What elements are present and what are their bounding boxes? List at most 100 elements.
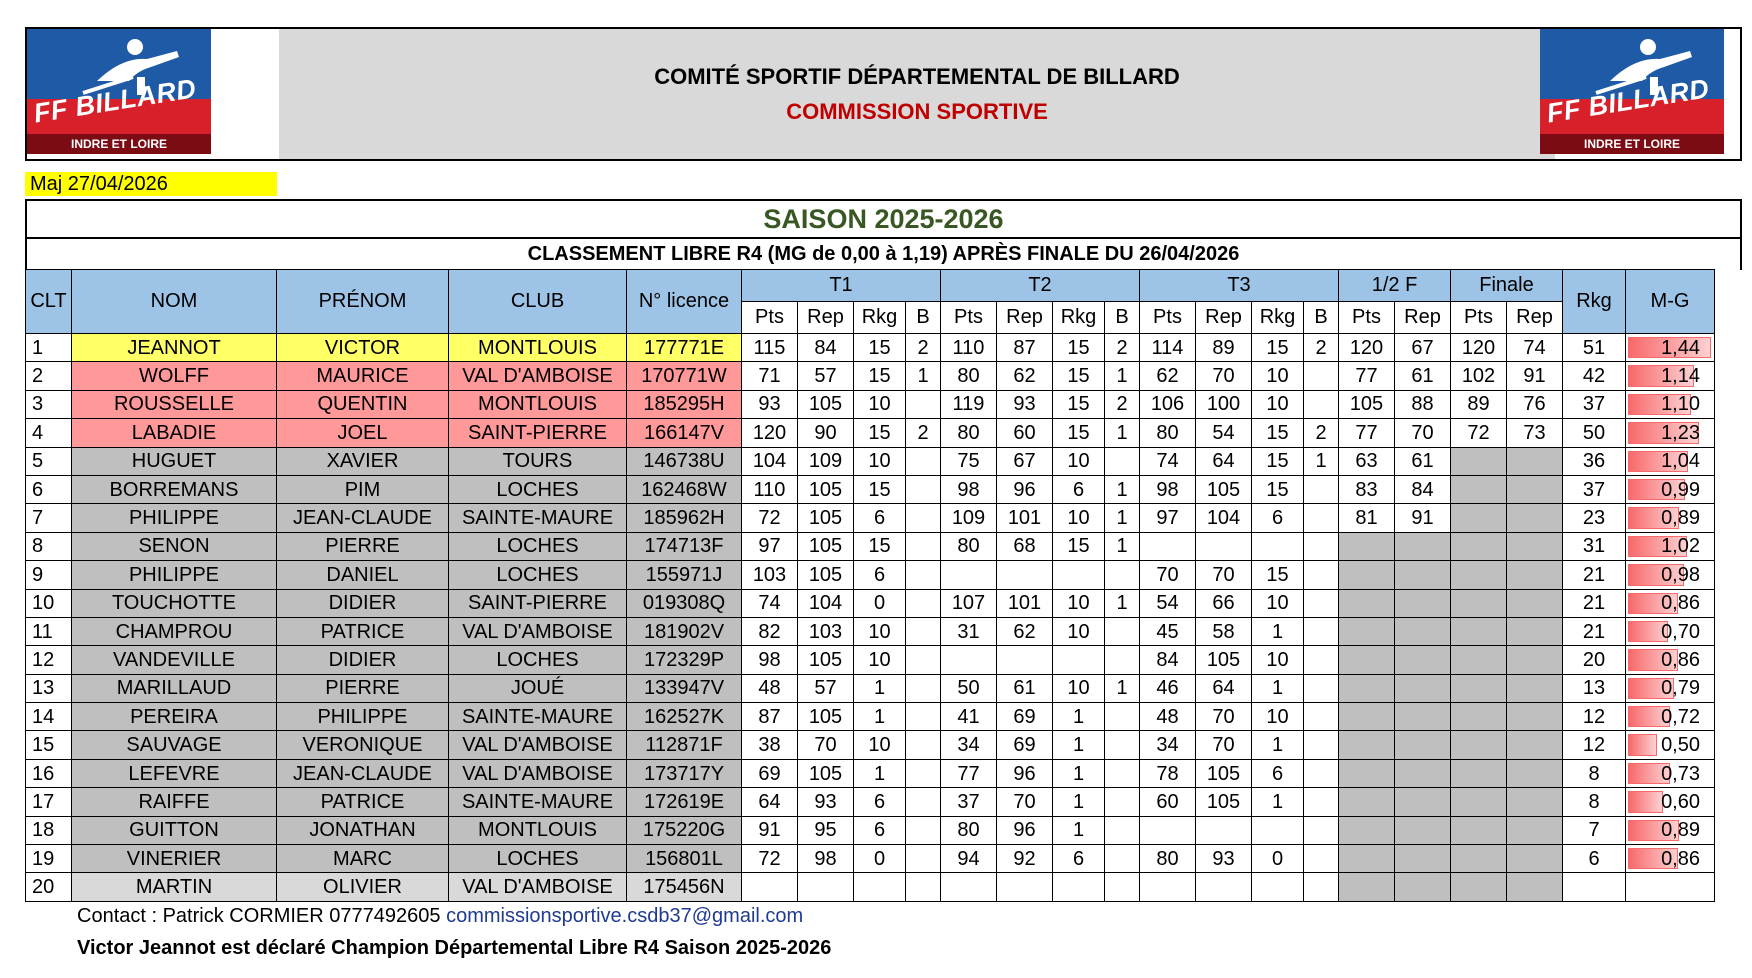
t1-cell: 71 — [741, 361, 798, 391]
t3-cell: 106 — [1139, 389, 1196, 420]
mg-data-bar — [1628, 422, 1699, 444]
contact-line: Contact : Patrick CORMIER 0777492605 com… — [77, 905, 803, 928]
rkg-total-cell: 31 — [1562, 531, 1626, 562]
mg-cell: 1,44 — [1625, 332, 1715, 363]
rkg-total-cell: 37 — [1562, 389, 1626, 420]
t2-cell — [1052, 560, 1105, 590]
mg-cell: 0,73 — [1625, 758, 1715, 789]
mg-cell: 0,50 — [1625, 730, 1715, 760]
demi-finale-cell — [1338, 616, 1395, 647]
club-cell: MONTLOUIS — [448, 332, 627, 363]
t1-cell — [905, 645, 941, 675]
t2-cell: 96 — [996, 474, 1053, 505]
mg-cell: 0,60 — [1625, 787, 1715, 817]
t3-cell: 105 — [1195, 645, 1252, 675]
rank-cell: 5 — [25, 446, 72, 476]
col-mg: M-G — [1625, 269, 1715, 334]
t3-cell: 0 — [1251, 844, 1304, 874]
demi-finale-cell — [1338, 702, 1395, 732]
prenom-cell: XAVIER — [276, 446, 449, 476]
demi-finale-cell: 88 — [1394, 389, 1451, 420]
t2-cell: 77 — [940, 758, 997, 789]
t1-cell — [905, 872, 941, 902]
mg-cell: 0,86 — [1625, 588, 1715, 618]
t1-cell: 10 — [853, 645, 906, 675]
prenom-cell: JOEL — [276, 418, 449, 448]
t1-cell — [905, 787, 941, 817]
t1-cell — [905, 730, 941, 760]
t2-cell: 10 — [1052, 616, 1105, 647]
t2-cell — [940, 872, 997, 902]
t3-cell — [1303, 503, 1339, 533]
finale-cell — [1506, 758, 1563, 789]
rkg-total-cell: 13 — [1562, 673, 1626, 704]
subcol-rep-1: Rep — [996, 301, 1053, 334]
t3-cell — [1195, 815, 1252, 846]
t3-cell: 1 — [1251, 673, 1304, 704]
club-cell: LOCHES — [448, 531, 627, 562]
mg-cell: 1,02 — [1625, 531, 1715, 562]
table-row: 14 PEREIRA PHILIPPE SAINTE-MAURE 162527K 87 10… — [25, 702, 1715, 732]
t1-cell: 38 — [741, 730, 798, 760]
t3-cell — [1251, 815, 1304, 846]
demi-finale-cell — [1394, 787, 1451, 817]
licence-cell: 173717Y — [626, 758, 742, 789]
subcol-pts-4: Pts — [1450, 301, 1507, 334]
t1-cell — [905, 815, 941, 846]
t2-cell: 1 — [1104, 361, 1140, 391]
t1-cell: 10 — [853, 389, 906, 420]
t1-cell: 1 — [905, 361, 941, 391]
nom-cell: HUGUET — [71, 446, 277, 476]
t3-cell — [1139, 872, 1196, 902]
licence-cell: 170771W — [626, 361, 742, 391]
nom-cell: MARTIN — [71, 872, 277, 902]
t3-cell: 15 — [1251, 560, 1304, 590]
rkg-total-cell: 36 — [1562, 446, 1626, 476]
t3-cell — [1303, 389, 1339, 420]
mg-value: 0,99 — [1661, 478, 1700, 501]
t2-cell: 96 — [996, 815, 1053, 846]
demi-finale-cell — [1394, 645, 1451, 675]
t3-cell: 74 — [1139, 446, 1196, 476]
rkg-total-cell: 12 — [1562, 702, 1626, 732]
nom-cell: CHAMPROU — [71, 616, 277, 647]
t1-cell: 57 — [797, 361, 854, 391]
col-club: CLUB — [448, 269, 627, 334]
rkg-total-cell: 42 — [1562, 361, 1626, 391]
demi-finale-cell — [1338, 730, 1395, 760]
col-nom: NOM — [71, 269, 277, 334]
table-row: 4 LABADIE JOEL SAINT-PIERRE 166147V 120 90 15 2 8… — [25, 418, 1715, 448]
finale-cell — [1450, 844, 1507, 874]
t2-cell: 15 — [1052, 418, 1105, 448]
t3-cell: 10 — [1251, 702, 1304, 732]
contact-email[interactable]: commissionsportive.csdb37@gmail.com — [446, 905, 804, 927]
t1-cell: 87 — [741, 702, 798, 732]
finale-cell — [1450, 588, 1507, 618]
prenom-cell: DIDIER — [276, 645, 449, 675]
rkg-total-cell: 8 — [1562, 787, 1626, 817]
demi-finale-cell — [1394, 588, 1451, 618]
t3-cell: 15 — [1251, 446, 1304, 476]
t2-cell — [1104, 702, 1140, 732]
t2-cell — [996, 645, 1053, 675]
t3-cell — [1139, 815, 1196, 846]
demi-finale-cell — [1394, 531, 1451, 562]
t2-cell: 70 — [996, 787, 1053, 817]
table-row: 7 PHILIPPE JEAN-CLAUDE SAINTE-MAURE 185962H 7… — [25, 503, 1715, 533]
t3-cell — [1303, 702, 1339, 732]
t3-cell — [1303, 474, 1339, 505]
demi-finale-cell: 83 — [1338, 474, 1395, 505]
prenom-cell: MARC — [276, 844, 449, 874]
mg-cell: 1,10 — [1625, 389, 1715, 420]
demi-finale-cell — [1394, 844, 1451, 874]
prenom-cell: PIERRE — [276, 531, 449, 562]
champion-announcement: Victor Jeannot est déclaré Champion Dépa… — [77, 937, 832, 959]
subcol-rkg-0: Rkg — [853, 301, 906, 334]
t1-cell: 103 — [741, 560, 798, 590]
mg-data-bar — [1628, 706, 1670, 728]
t3-cell: 15 — [1251, 332, 1304, 363]
mg-cell: 0,70 — [1625, 616, 1715, 647]
club-cell: JOUÉ — [448, 673, 627, 704]
rkg-total-cell: 21 — [1562, 588, 1626, 618]
t2-cell: 92 — [996, 844, 1053, 874]
